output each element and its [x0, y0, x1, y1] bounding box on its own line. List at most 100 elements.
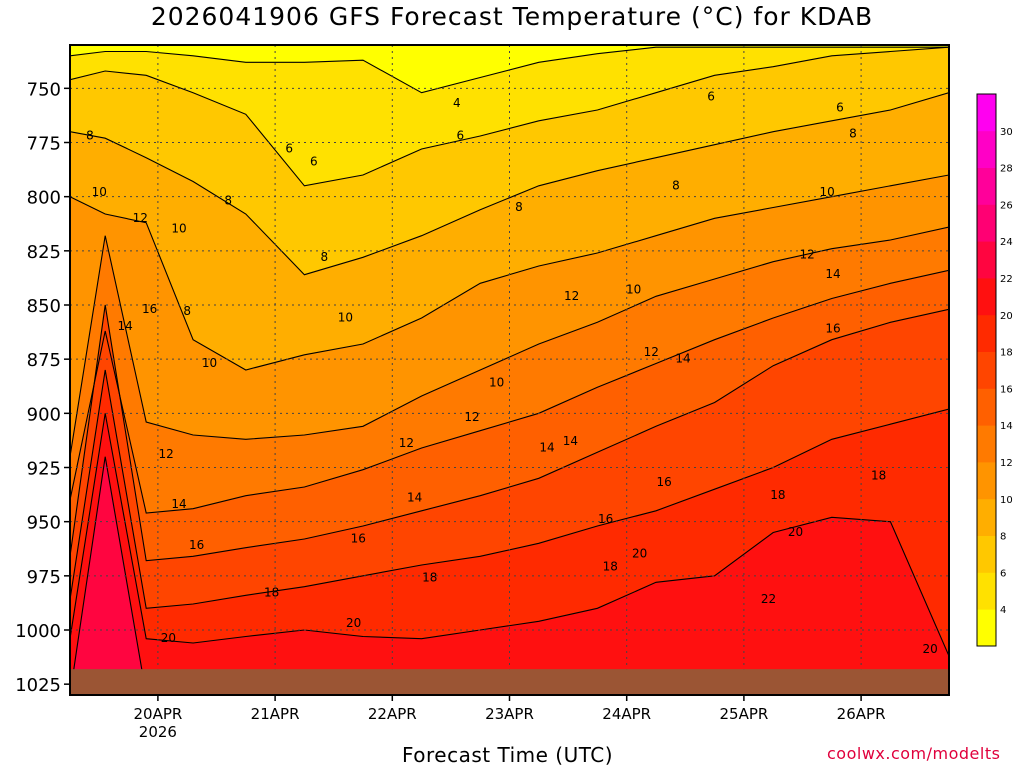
contour-label: 6: [707, 90, 715, 104]
isotherm-10: [70, 174, 949, 371]
contour-label: 18: [603, 560, 618, 574]
contour-label: 8: [672, 178, 680, 192]
contour-label: 6: [310, 155, 318, 169]
contour-label: 10: [338, 311, 353, 325]
isotherm-18: [70, 369, 949, 609]
contour-label: 16: [825, 321, 840, 335]
colorbar-label: 20: [1000, 311, 1013, 322]
x-tick-label: 25APR: [719, 705, 768, 723]
y-tick-label: 800: [27, 188, 61, 209]
contour-label: 12: [800, 248, 815, 262]
contour-label: 8: [320, 250, 328, 264]
y-tick-label: 875: [27, 350, 61, 371]
colorbar: 4 6 8 10 12 14 16 18 20 22 24 26 28 30: [976, 93, 1013, 647]
contour-label: 12: [133, 211, 148, 225]
x-tick-label: 26APR: [837, 705, 886, 723]
y-tick-label: 825: [27, 242, 61, 263]
colorbar-swatch: [977, 204, 996, 242]
colorbar-swatch: [977, 314, 996, 352]
x-axis-label: Forecast Time (UTC): [402, 743, 614, 767]
colorbar-label: 12: [1000, 458, 1013, 469]
contour-label: 8: [515, 200, 523, 214]
contour-label: 16: [189, 538, 204, 552]
contour-label: 8: [849, 126, 857, 140]
x-tick-label: 23APR: [485, 705, 534, 723]
contour-label: 12: [158, 447, 173, 461]
colorbar-swatch: [977, 388, 996, 426]
time-axis: 20APR 21APR 22APR 23APR 24APR 25APR 26APR 2026: [133, 695, 886, 740]
x-tick-label: 22APR: [368, 705, 417, 723]
pressure-axis: 750 775 800 825 850 875 900 925 950 975 1000 1025: [15, 79, 70, 696]
contour-label: 14: [407, 490, 422, 504]
colorbar-frame: [976, 93, 997, 647]
y-tick-label: 775: [27, 134, 61, 155]
contour-label: 14: [825, 267, 840, 281]
y-tick-label: 750: [27, 79, 61, 100]
band-4: [70, 47, 949, 186]
ground-surface: [70, 669, 949, 695]
colorbar-label: 16: [1000, 384, 1013, 395]
source-credit: coolwx.com/modelts: [827, 744, 1001, 763]
contour-label: 6: [285, 142, 293, 156]
isotherm-16: [70, 304, 949, 562]
contour-label: 14: [539, 441, 554, 455]
contour-label: 18: [770, 488, 785, 502]
colorbar-swatch: [977, 351, 996, 389]
contour-label: 14: [171, 497, 186, 511]
contour-label: 12: [644, 345, 659, 359]
band-20: [70, 413, 949, 695]
contour-label: 16: [142, 302, 157, 316]
colorbar-label: 4: [1000, 605, 1006, 616]
x-tick-year: 2026: [139, 723, 177, 740]
colorbar-swatch: [977, 278, 996, 316]
y-tick-label: 850: [27, 296, 61, 317]
contour-label: 16: [657, 475, 672, 489]
colorbar-label: 18: [1000, 348, 1013, 359]
band-2: [70, 45, 949, 93]
contour-label: 12: [399, 436, 414, 450]
colorbar-label: 28: [1000, 164, 1013, 175]
colorbar-swatch: [977, 241, 996, 279]
colorbar-label: 14: [1000, 421, 1013, 432]
contour-label: 20: [632, 547, 647, 561]
contour-label: 10: [202, 356, 217, 370]
colorbar-swatch: [977, 462, 996, 500]
contour-label: 14: [117, 319, 132, 333]
contour-label: 20: [161, 631, 176, 645]
ground-strip: [70, 669, 949, 695]
band-16: [70, 305, 949, 609]
contour-label: 4: [453, 96, 461, 110]
contour-label: 18: [264, 586, 279, 600]
x-tick-label: 24APR: [602, 705, 651, 723]
isotherm-20: [70, 413, 949, 657]
contour-label: 18: [422, 571, 437, 585]
contour-label: 16: [351, 532, 366, 546]
colorbar-swatch: [977, 167, 996, 205]
contour-label: 10: [171, 222, 186, 236]
colorbar-label: 26: [1000, 200, 1013, 211]
x-tick-label: 20APR: [133, 705, 182, 723]
y-tick-label: 950: [27, 513, 61, 534]
band-14: [70, 270, 949, 561]
contour-label: 18: [871, 469, 886, 483]
colorbar-swatch: [977, 94, 996, 132]
contour-label: 14: [563, 434, 578, 448]
colorbar-label: 30: [1000, 127, 1013, 138]
contour-label: 20: [788, 525, 803, 539]
contour-label: 22: [761, 592, 776, 606]
contour-label: 6: [456, 129, 464, 143]
contour-label: 8: [224, 194, 232, 208]
y-tick-label: 1000: [15, 621, 61, 642]
forecast-temperature-chart: 4666668888888101010101010101212121212121…: [15, 44, 1013, 740]
contour-label: 10: [819, 185, 834, 199]
colorbar-swatch: [977, 425, 996, 463]
y-tick-label: 1025: [15, 675, 61, 696]
contour-label: 8: [183, 304, 191, 318]
isotherm-lines: [70, 46, 949, 695]
contour-label: 20: [346, 616, 361, 630]
colorbar-label: 8: [1000, 532, 1006, 543]
isotherm-8: [70, 92, 949, 276]
isotherm-6: [70, 46, 949, 187]
isotherm-14: [70, 269, 949, 514]
colorbar-swatch: [977, 498, 996, 536]
